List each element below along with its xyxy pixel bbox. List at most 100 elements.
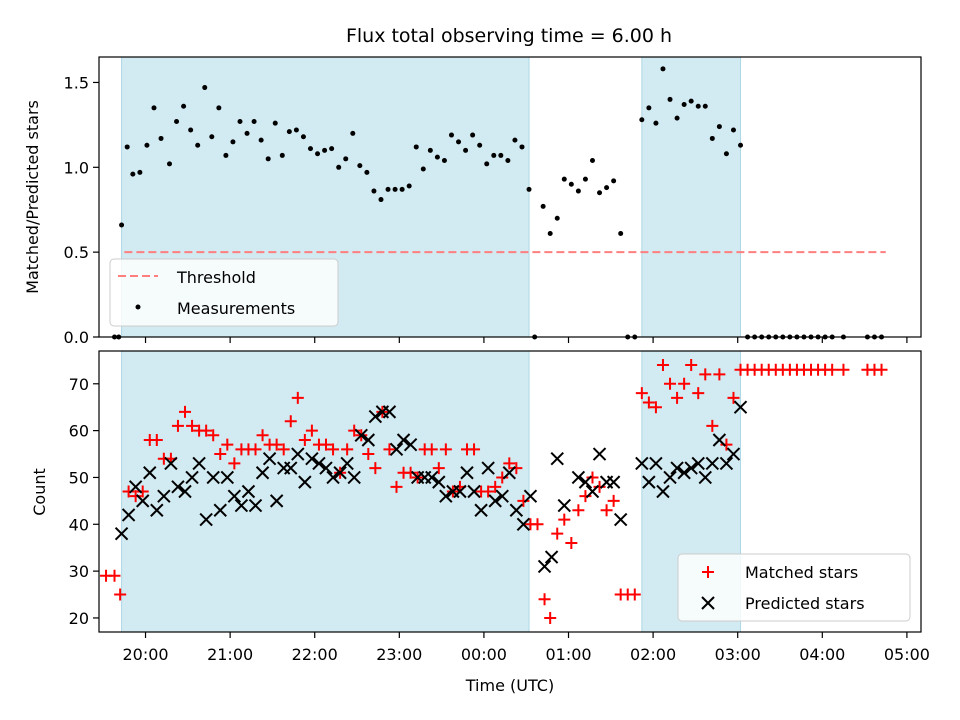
measurement-point: [336, 164, 342, 170]
legend-matched-label: Matched stars: [745, 563, 858, 582]
predicted-star-point: [592, 447, 607, 461]
legend-measurements-label: Measurements: [177, 299, 295, 318]
predicted-star-point: [488, 494, 502, 508]
matched-star-point: [298, 433, 311, 446]
matched-star-point: [727, 391, 740, 404]
matched-star-point: [544, 611, 557, 624]
predicted-star-point: [439, 489, 453, 503]
y-tick-label: 40: [69, 515, 89, 534]
y-tick-label: 0.0: [64, 328, 89, 347]
bottom-y-ticks: 20 30 40 50 60 70: [69, 375, 99, 628]
predicted-star-point: [550, 452, 564, 466]
matched-star-point: [565, 537, 578, 550]
predicted-star-point: [712, 433, 727, 447]
measurement-point: [618, 230, 624, 236]
predicted-star-point: [613, 512, 628, 527]
matched-star-point: [108, 569, 121, 582]
matched-star-point: [327, 443, 340, 456]
legend-predicted-swatch: [701, 596, 715, 610]
measurement-point: [554, 215, 560, 221]
predicted-star-point: [150, 503, 164, 517]
predicted-star-point: [114, 526, 129, 541]
matched-star-point: [489, 480, 502, 493]
measurement-point: [709, 135, 715, 141]
matched-star-point: [432, 462, 445, 475]
measurement-point: [526, 186, 532, 192]
matched-star-point: [664, 377, 677, 390]
predicted-star-point: [262, 452, 277, 466]
chart-title: Flux total observing time = 6.00 h: [346, 25, 672, 47]
measurement-point: [484, 161, 490, 167]
matched-star-point: [341, 443, 354, 456]
x-tick-label: 22:00: [292, 645, 338, 664]
predicted-star-point: [663, 470, 677, 485]
bottom-y-axis-label: Count: [30, 468, 49, 516]
measurement-point: [378, 197, 384, 203]
predicted-star-point: [481, 461, 495, 475]
predicted-star-point: [136, 494, 150, 508]
top-y-ticks: 0.0 0.5 1.0 1.5: [64, 73, 99, 347]
measurement-point: [357, 163, 363, 169]
measurement-point: [738, 142, 744, 148]
matched-star-point: [531, 518, 544, 531]
matched-star-point: [635, 387, 648, 400]
matched-star-point: [129, 490, 142, 503]
matched-star-point: [186, 419, 199, 432]
measurement-point: [695, 103, 701, 109]
predicted-star-point: [128, 480, 143, 494]
measurement-point: [653, 120, 659, 126]
predicted-star-point: [425, 470, 439, 485]
measurement-point: [293, 127, 299, 133]
predicted-star-point: [656, 484, 670, 499]
matched-star-point: [600, 504, 613, 517]
measurement-point: [202, 85, 208, 91]
measurement-points: [112, 66, 885, 340]
measurement-point: [413, 144, 419, 150]
count-points: [100, 359, 888, 624]
predicted-star-point: [698, 470, 712, 485]
bottom-legend: Matched stars Predicted stars: [677, 553, 911, 622]
matched-star-point: [503, 457, 516, 470]
predicted-star-point: [199, 512, 213, 527]
measurement-point: [329, 146, 335, 152]
matched-star-point: [706, 419, 719, 432]
x-tick-label: 20:00: [122, 645, 168, 664]
legend-matched-swatch: [702, 566, 714, 578]
matched-star-point: [439, 443, 452, 456]
predicted-star-point: [516, 517, 531, 531]
measurement-point: [723, 151, 729, 157]
predicted-star-point: [305, 452, 319, 466]
bottom-legend-box: [677, 553, 911, 622]
matched-star-point: [607, 494, 620, 507]
measurement-point: [540, 203, 546, 209]
measurement-point: [286, 129, 292, 135]
predicted-star-point: [719, 456, 734, 471]
predicted-star-point: [467, 484, 481, 499]
predicted-star-point: [312, 456, 326, 471]
predicted-star-point: [571, 470, 586, 485]
matched-star-point: [207, 429, 220, 442]
measurement-point: [209, 134, 215, 140]
measurement-point: [688, 98, 694, 104]
predicted-star-point: [585, 484, 600, 499]
predicted-star-point: [523, 489, 538, 503]
measurement-point: [639, 117, 645, 123]
predicted-star-point: [234, 498, 249, 513]
predicted-star-point: [649, 456, 663, 471]
measurement-point: [119, 222, 125, 228]
measurement-point: [547, 230, 553, 236]
predicted-star-point: [684, 461, 698, 475]
predicted-star-point: [495, 489, 509, 503]
top-panel: 0.0 0.5 1.0 1.5 Matched/Predicted stars Thr…: [23, 56, 922, 347]
predicted-star-point: [319, 461, 333, 475]
x-tick-label: 23:00: [376, 645, 422, 664]
matched-star-point: [390, 480, 403, 493]
matched-star-point: [692, 387, 705, 400]
measurement-point: [575, 188, 581, 194]
measurement-point: [137, 169, 143, 175]
measurement-point: [441, 158, 447, 164]
measurement-point: [322, 147, 328, 153]
measurement-point: [597, 190, 603, 196]
measurement-point: [265, 156, 271, 162]
measurement-point: [498, 152, 504, 158]
